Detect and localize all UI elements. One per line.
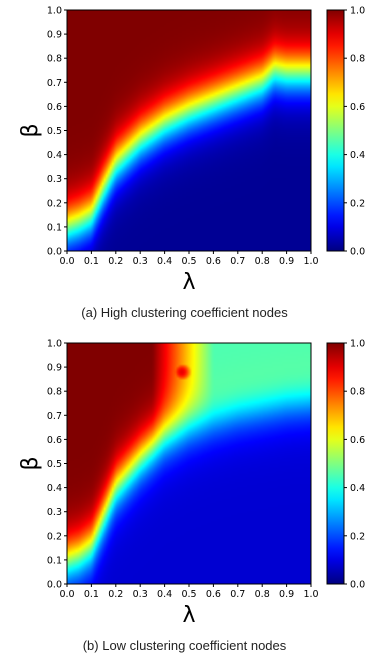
x-axis-label-b: λ: [182, 603, 195, 628]
x-tick-label-b: 0.0: [59, 589, 74, 600]
y-tick-label-a: 0.0: [47, 247, 62, 258]
y-tick-label-a: 0.4: [47, 150, 62, 161]
colorbar-a: [326, 9, 345, 252]
x-tick-label-b: 0.6: [206, 589, 221, 600]
colorbar-tick-label-a: 0.4: [350, 150, 365, 161]
x-tick-label-a: 0.0: [59, 256, 74, 267]
y-tick-label-a: 0.5: [47, 126, 62, 137]
chart-a: 0.0 0.1 0.2 0.3 0.4 0.5 0.6 0.7 0.8 0.9 1.0 0.0 0.1 0…: [0, 0, 369, 302]
x-tick-label-a: 0.9: [279, 256, 294, 267]
y-tick-label-b: 0.8: [47, 387, 62, 398]
y-tick-label-b: 0.2: [47, 531, 62, 542]
colorbar-tick-label-b: 0.6: [350, 435, 365, 446]
colorbar-tick-label-b: 0.0: [350, 580, 365, 591]
colorbar-tick-label-b: 1.0: [350, 339, 365, 350]
x-tick-label-a: 0.3: [133, 256, 148, 267]
x-tick-label-b: 0.7: [230, 589, 245, 600]
y-tick-label-a: 0.8: [47, 54, 62, 65]
chart-b: 0.0 0.1 0.2 0.3 0.4 0.5 0.6 0.7 0.8 0.9 1.0 0.0 0.1 0…: [0, 333, 369, 635]
colorbar-tick-label-b: 0.4: [350, 483, 365, 494]
heatmap-a: [67, 10, 311, 251]
caption-b: (b) Low clustering coefficient nodes: [82, 638, 287, 653]
colorbar-tick-label-b: 0.8: [350, 387, 365, 398]
x-tick-label-a: 0.5: [181, 256, 196, 267]
x-tick-label-b: 1.0: [303, 589, 318, 600]
colorbar-tick-label-a: 0.2: [350, 198, 365, 209]
colorbar-tick-label-a: 0.0: [350, 247, 365, 258]
y-tick-label-b: 1.0: [47, 339, 62, 350]
y-axis-label-a: β: [18, 123, 43, 137]
y-tick-label-a: 0.3: [47, 174, 62, 185]
x-tick-label-b: 0.2: [108, 589, 123, 600]
caption-a: (a) High clustering coefficient nodes: [81, 305, 288, 320]
x-tick-label-a: 0.4: [157, 256, 172, 267]
y-tick-label-b: 0.5: [47, 459, 62, 470]
x-tick-label-b: 0.1: [84, 589, 99, 600]
colorbar-b: [326, 342, 345, 585]
y-tick-label-a: 0.7: [47, 78, 62, 89]
colorbar-tick-label-a: 1.0: [350, 6, 365, 17]
y-tick-label-b: 0.9: [47, 363, 62, 374]
y-axis-label-b: β: [18, 456, 43, 470]
y-tick-label-b: 0.6: [47, 435, 62, 446]
x-tick-label-a: 0.2: [108, 256, 123, 267]
y-tick-label-b: 0.3: [47, 507, 62, 518]
x-tick-label-a: 0.8: [255, 256, 270, 267]
y-tick-label-b: 0.1: [47, 555, 62, 566]
x-tick-label-b: 0.4: [157, 589, 172, 600]
heatmap-chart-a: 0.0 0.1 0.2 0.3 0.4 0.5 0.6 0.7 0.8 0.9 1.0 0.0 0.1 0…: [18, 6, 365, 296]
x-tick-label-b: 0.5: [181, 589, 196, 600]
heatmap-b: [67, 343, 311, 584]
x-tick-label-b: 0.8: [255, 589, 270, 600]
y-tick-label-a: 1.0: [47, 6, 62, 17]
y-tick-label-a: 0.2: [47, 198, 62, 209]
x-tick-label-a: 0.1: [84, 256, 99, 267]
y-tick-label-b: 0.4: [47, 483, 62, 494]
x-axis-label-a: λ: [182, 270, 195, 295]
x-tick-label-a: 0.7: [230, 256, 245, 267]
y-tick-label-b: 0.0: [47, 580, 62, 591]
colorbar-tick-label-b: 0.2: [350, 531, 365, 542]
heatmap-chart-b: 0.0 0.1 0.2 0.3 0.4 0.5 0.6 0.7 0.8 0.9 1.0 0.0 0.1 0…: [18, 339, 365, 629]
y-tick-label-a: 0.1: [47, 222, 62, 233]
x-tick-label-a: 1.0: [303, 256, 318, 267]
x-tick-label-b: 0.3: [133, 589, 148, 600]
x-tick-label-b: 0.9: [279, 589, 294, 600]
y-tick-label-a: 0.6: [47, 102, 62, 113]
colorbar-tick-label-a: 0.8: [350, 54, 365, 65]
y-tick-label-a: 0.9: [47, 30, 62, 41]
y-tick-label-b: 0.7: [47, 411, 62, 422]
x-tick-label-a: 0.6: [206, 256, 221, 267]
colorbar-tick-label-a: 0.6: [350, 102, 365, 113]
